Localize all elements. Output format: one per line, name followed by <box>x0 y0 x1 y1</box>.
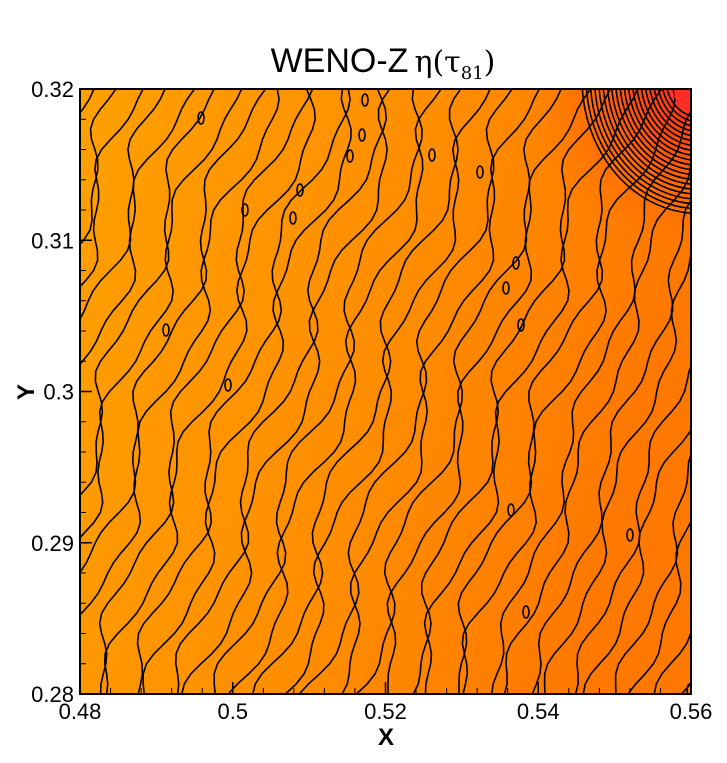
y-axis-label: Y <box>13 384 40 400</box>
contour-island <box>241 203 249 217</box>
corner-contour-line <box>606 89 691 185</box>
contour-island <box>346 149 354 163</box>
contour-line <box>142 89 352 694</box>
corner-contour-line <box>662 89 691 122</box>
contour-line <box>412 89 611 694</box>
contour-line <box>136 89 351 694</box>
contour-line <box>627 518 691 694</box>
contour-island <box>358 128 366 142</box>
contour-island <box>522 605 530 619</box>
contour-line <box>80 89 267 574</box>
contour-line <box>80 89 243 539</box>
corner-contour-line <box>666 89 691 117</box>
contour-island <box>626 528 634 542</box>
contour-line <box>80 89 196 366</box>
contour-island <box>428 148 436 162</box>
corner-contour-line <box>589 89 691 205</box>
x-tick-label: 0.56 <box>670 699 713 724</box>
contour-line <box>461 89 676 694</box>
contour-line <box>103 89 317 694</box>
y-tick-label: 0.3 <box>43 380 74 405</box>
contour-line <box>181 89 391 694</box>
title-paren-open: ( <box>432 45 444 80</box>
corner-contour-line <box>644 89 691 142</box>
corner-contour-line <box>602 89 691 190</box>
corner-contour-line <box>657 89 691 127</box>
title-text: WENO-Z <box>271 42 409 80</box>
x-tick-label: 0.54 <box>517 699 560 724</box>
contour-line <box>423 89 639 694</box>
high-value-region <box>80 89 691 694</box>
corner-contour-line <box>632 89 691 156</box>
contour-line <box>386 89 592 694</box>
plot-area <box>80 89 727 694</box>
corner-contour-line <box>615 89 691 176</box>
y-tick-label: 0.32 <box>31 77 74 102</box>
corner-contour-line <box>585 89 691 210</box>
contour-line <box>80 89 117 246</box>
title-tau-symbol: τ <box>444 45 461 80</box>
contour-line <box>227 89 442 694</box>
x-axis-ticks: 0.48 0.5 0.52 0.54 0.56 <box>59 682 713 724</box>
title-paren-close: ) <box>484 45 496 80</box>
contour-line <box>80 89 215 496</box>
x-tick-label: 0.5 <box>217 699 248 724</box>
contour-island <box>512 256 520 270</box>
corner-contour-line <box>679 89 691 102</box>
contour-line <box>341 89 540 694</box>
contour-line <box>457 89 663 694</box>
x-tick-label: 0.52 <box>364 699 407 724</box>
contour-island <box>224 378 232 392</box>
y-tick-label: 0.28 <box>31 682 74 707</box>
x-axis-label: X <box>378 724 394 751</box>
chart-title: WENO-Z η(τ81) <box>271 42 496 84</box>
contour-line <box>298 89 513 694</box>
contour-line <box>252 89 462 694</box>
title-eta-symbol: η <box>414 45 432 80</box>
contour-line <box>284 89 491 694</box>
contour-island <box>289 211 297 225</box>
y-axis-ticks: 0.28 0.29 0.3 0.31 0.32 <box>31 77 92 707</box>
contour-island <box>517 318 525 332</box>
contour-line <box>574 364 691 694</box>
contour-line <box>174 89 388 694</box>
contour-line <box>213 89 423 694</box>
svg-text:WENO-Zη(τ81): WENO-Z η(τ81) <box>271 42 496 84</box>
x-tick-label: 0.48 <box>59 699 102 724</box>
contour-island <box>361 93 369 107</box>
contour-line <box>699 89 727 694</box>
contour-line <box>80 89 280 617</box>
corner-contour-line <box>627 89 691 161</box>
corner-contour-line <box>611 89 691 181</box>
y-tick-label: 0.31 <box>31 228 74 253</box>
corner-contour-line <box>636 89 691 151</box>
contour-line <box>80 89 144 288</box>
corner-contour-line <box>640 89 691 146</box>
contour-island <box>296 183 304 197</box>
contour-island <box>502 281 510 295</box>
title-subscript: 81 <box>461 63 484 84</box>
corner-contour-line <box>594 89 691 200</box>
corner-contour-line <box>684 89 691 96</box>
corner-contour-line <box>598 89 691 195</box>
corner-contour-line <box>619 89 691 171</box>
corner-contour-line <box>670 89 691 112</box>
corner-contour-line <box>623 89 691 166</box>
y-tick-label: 0.29 <box>31 531 74 556</box>
corner-contour-line <box>675 89 691 107</box>
corner-contour-line <box>581 89 691 214</box>
contour-line <box>614 452 691 694</box>
contour-line <box>98 89 314 694</box>
contour-lines <box>80 89 727 694</box>
corner-contour-lines <box>581 89 691 214</box>
contour-island <box>507 503 515 517</box>
contour-island <box>162 323 170 337</box>
contour-island <box>476 165 484 179</box>
contour-line <box>503 157 691 694</box>
contour-line <box>582 427 691 694</box>
contour-island <box>197 111 205 125</box>
contour-line <box>531 198 691 694</box>
contour-line <box>543 248 691 694</box>
